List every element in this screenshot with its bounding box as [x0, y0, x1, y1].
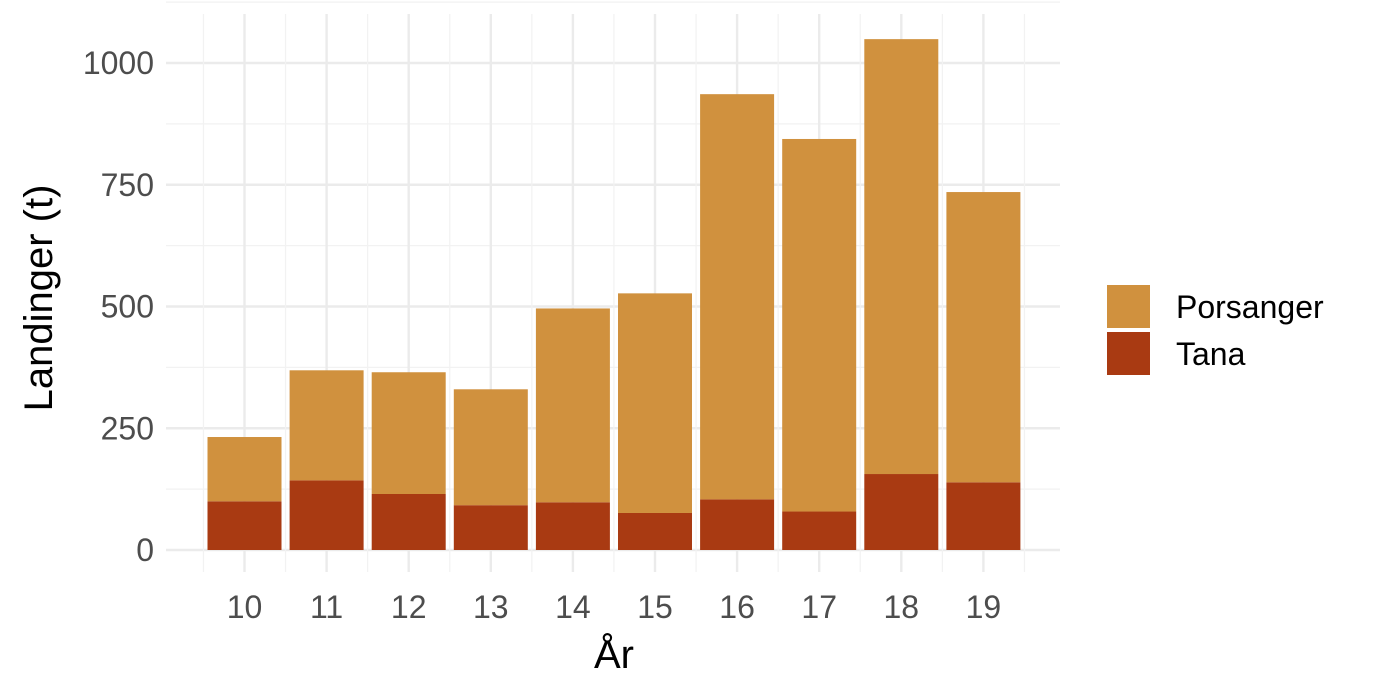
bars — [207, 39, 1021, 550]
bar-porsanger-10 — [207, 437, 282, 502]
x-tick-label: 17 — [801, 589, 837, 625]
x-tick-label: 11 — [310, 589, 343, 625]
x-tick-label: 14 — [555, 589, 591, 625]
bar-porsanger-19 — [946, 192, 1021, 483]
y-axis-title: Landinger (t) — [17, 185, 61, 412]
x-tick-label: 13 — [473, 589, 509, 625]
bar-porsanger-11 — [289, 370, 364, 481]
legend: Porsanger Tana — [1107, 285, 1324, 375]
bar-tana-14 — [535, 502, 610, 550]
bar-tana-15 — [618, 512, 692, 550]
bar-tana-18 — [864, 474, 939, 550]
x-tick-label: 10 — [227, 589, 263, 625]
y-axis-tick-labels: 0 250 500 750 1000 — [83, 45, 154, 568]
bar-tana-17 — [782, 511, 857, 550]
bar-porsanger-16 — [700, 94, 775, 500]
x-tick-label: 18 — [884, 589, 920, 625]
y-tick-label: 500 — [101, 289, 154, 325]
x-axis-title: År — [594, 632, 634, 677]
bar-porsanger-12 — [371, 372, 446, 494]
legend-label-porsanger: Porsanger — [1176, 289, 1324, 325]
y-tick-label: 1000 — [83, 45, 154, 81]
bar-tana-12 — [371, 493, 446, 550]
bar-tana-11 — [289, 480, 364, 550]
x-tick-label: 19 — [966, 589, 1002, 625]
bar-tana-10 — [207, 501, 282, 550]
y-tick-label: 250 — [101, 410, 154, 446]
legend-swatch-porsanger — [1107, 285, 1150, 328]
legend-label-tana: Tana — [1176, 336, 1246, 372]
x-tick-label: 12 — [391, 589, 427, 625]
y-tick-label: 0 — [136, 532, 154, 568]
bar-tana-16 — [700, 499, 775, 550]
legend-swatch-tana — [1107, 332, 1150, 375]
bar-porsanger-18 — [864, 39, 939, 475]
bar-porsanger-17 — [782, 138, 857, 512]
y-tick-label: 750 — [101, 167, 154, 203]
x-tick-label: 15 — [637, 589, 673, 625]
bar-porsanger-15 — [618, 293, 692, 513]
x-axis-tick-labels: 10 11 12 13 14 15 16 17 18 19 — [227, 589, 1001, 625]
bar-tana-13 — [453, 505, 528, 550]
x-tick-label: 16 — [719, 589, 755, 625]
bar-porsanger-14 — [535, 308, 610, 503]
bar-tana-19 — [946, 482, 1021, 550]
bar-porsanger-13 — [453, 389, 528, 506]
